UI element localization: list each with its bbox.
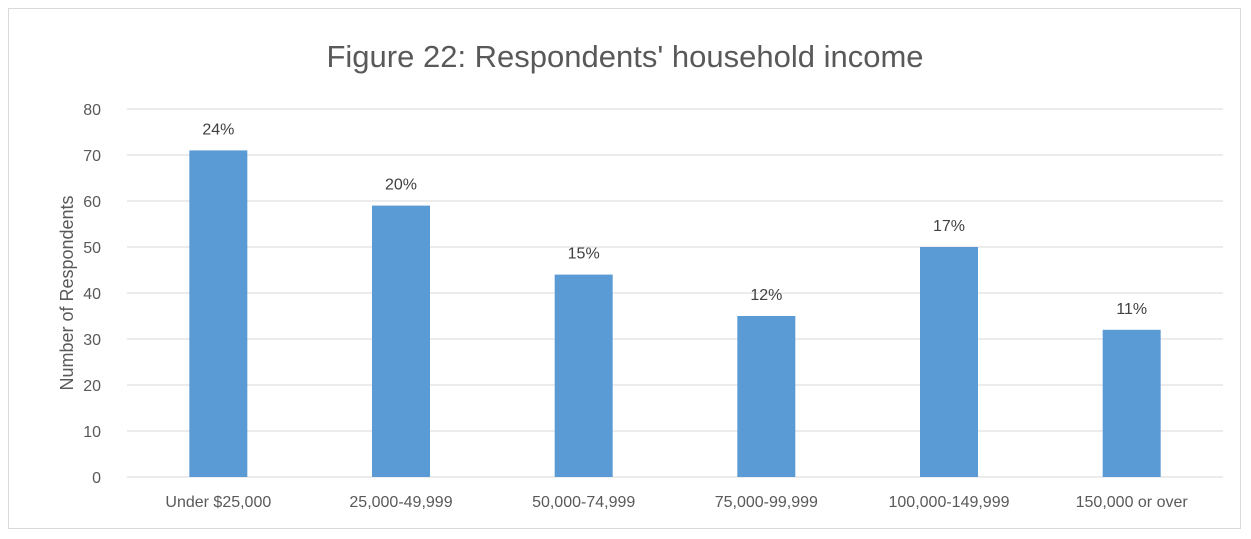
grid-layer [127, 108, 1223, 478]
data-label-0: 24% [202, 121, 234, 138]
data-label-4: 17% [933, 218, 965, 235]
category-label-1: 25,000-49,999 [349, 494, 452, 511]
y-tick-label: 10 [83, 424, 101, 441]
x-axis-categories: Under $25,000 25,000-49,999 50,000-74,999 7… [165, 494, 1188, 511]
y-tick-label: 50 [83, 240, 101, 257]
y-tick-label: 60 [83, 194, 101, 211]
y-tick-label: 80 [83, 102, 101, 119]
data-label-3: 12% [750, 287, 782, 304]
category-label-2: 50,000-74,999 [532, 494, 635, 511]
y-tick-label: 70 [83, 148, 101, 165]
y-tick-label: 20 [83, 378, 101, 395]
y-axis-ticks: 0 10 20 30 40 50 60 70 80 [83, 102, 101, 487]
bar-4 [920, 247, 978, 477]
bar-3 [737, 316, 796, 477]
category-label-5: 150,000 or over [1076, 494, 1189, 511]
chart-svg: Figure 22: Respondents' household income… [57, 39, 1223, 511]
data-label-5: 11% [1116, 301, 1147, 318]
chart-frame: Figure 22: Respondents' household income… [8, 8, 1241, 529]
category-label-4: 100,000-149,999 [889, 494, 1010, 511]
data-label-1: 20% [385, 177, 417, 194]
data-label-layer: 24% 20% 15% 12% 17% 11% [202, 121, 1147, 317]
data-label-2: 15% [568, 246, 600, 263]
bar-5 [1102, 329, 1161, 477]
category-label-3: 75,000-99,999 [715, 494, 818, 511]
y-axis-title: Number of Respondents [57, 195, 77, 390]
y-tick-label: 0 [92, 470, 101, 487]
y-tick-label: 40 [83, 286, 101, 303]
bar-1 [372, 205, 430, 477]
chart-title: Figure 22: Respondents' household income [326, 39, 923, 74]
bar-layer [189, 150, 1161, 477]
y-tick-label: 30 [83, 332, 101, 349]
category-label-0: Under $25,000 [165, 494, 271, 511]
bar-0 [189, 150, 248, 477]
bar-2 [554, 274, 613, 477]
